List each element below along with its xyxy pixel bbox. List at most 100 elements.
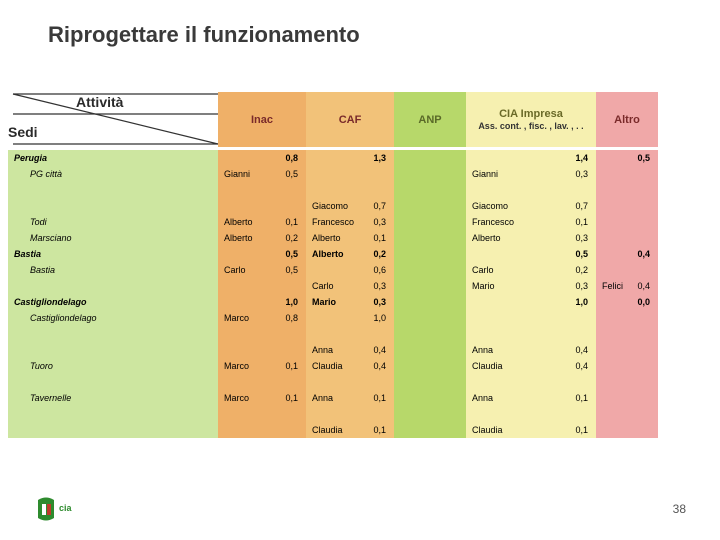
cell-value: 0,5 (278, 246, 306, 262)
cell-value (438, 406, 466, 422)
cell-altro: 0,5 (596, 150, 658, 166)
cell-value (630, 358, 658, 374)
cell-inac (218, 406, 306, 422)
cell-value: 0,1 (366, 390, 394, 406)
row-label: Castigliondelago (8, 310, 218, 326)
cell-name (466, 310, 568, 326)
cell-altro (596, 390, 658, 406)
table-row: TodiAlberto0,1Francesco0,3Francesco0,1 (8, 214, 705, 230)
cell-inac: Carlo0,5 (218, 262, 306, 278)
cell-name (596, 166, 630, 182)
cell-name (218, 198, 278, 214)
cell-value (278, 374, 306, 390)
table-row (8, 374, 705, 390)
table-row (8, 406, 705, 422)
cell-caf: Alberto0,2 (306, 246, 394, 262)
cell-value (438, 166, 466, 182)
cell-altro (596, 230, 658, 246)
cell-name (218, 326, 278, 342)
cell-name: Francesco (466, 214, 568, 230)
cell-value: 0,3 (568, 230, 596, 246)
cell-cia (466, 374, 596, 390)
cell-inac: Marco0,8 (218, 310, 306, 326)
cell-name (394, 278, 438, 294)
cell-inac: Marco0,1 (218, 390, 306, 406)
cell-name (596, 182, 630, 198)
cell-value (630, 166, 658, 182)
cell-value (568, 406, 596, 422)
cell-caf (306, 374, 394, 390)
cell-inac (218, 198, 306, 214)
cell-name (596, 262, 630, 278)
cell-value: 0,4 (366, 358, 394, 374)
cell-inac: Alberto0,2 (218, 230, 306, 246)
cell-name (596, 310, 630, 326)
cell-name: Giacomo (466, 198, 568, 214)
row-label (8, 278, 218, 294)
table-row: Claudia0,1Claudia0,1 (8, 422, 705, 438)
cell-cia: Francesco0,1 (466, 214, 596, 230)
cell-anp (394, 422, 466, 438)
cell-name (394, 326, 438, 342)
cell-anp (394, 262, 466, 278)
row-label (8, 326, 218, 342)
cell-name (306, 374, 366, 390)
cell-value (438, 150, 466, 166)
cell-value: 0,4 (568, 358, 596, 374)
cell-name: Alberto (218, 230, 278, 246)
cell-name: Giacomo (306, 198, 366, 214)
cell-name (218, 278, 278, 294)
cell-altro (596, 406, 658, 422)
cell-name (394, 230, 438, 246)
cell-value (366, 326, 394, 342)
cell-value: 1,3 (366, 150, 394, 166)
cell-caf: Giacomo0,7 (306, 198, 394, 214)
cell-value (438, 310, 466, 326)
cell-caf: Francesco0,3 (306, 214, 394, 230)
cell-anp (394, 230, 466, 246)
cell-name (596, 342, 630, 358)
cell-value: 0,1 (278, 358, 306, 374)
row-label (8, 182, 218, 198)
cell-anp (394, 358, 466, 374)
cell-cia: 1,4 (466, 150, 596, 166)
table-row: Anna0,4Anna0,4 (8, 342, 705, 358)
cell-altro (596, 214, 658, 230)
cell-value (630, 422, 658, 438)
cell-caf: Anna0,1 (306, 390, 394, 406)
cell-inac: Marco0,1 (218, 358, 306, 374)
cell-value (278, 182, 306, 198)
cell-value (630, 230, 658, 246)
cell-name: Anna (466, 390, 568, 406)
cell-name: Alberto (218, 214, 278, 230)
cell-value (568, 182, 596, 198)
cell-anp (394, 182, 466, 198)
cell-anp (394, 150, 466, 166)
cell-name (394, 422, 438, 438)
cell-name: Marco (218, 310, 278, 326)
cell-value (438, 374, 466, 390)
col-header-cia: CIA Impresa Ass. cont. , fisc. , lav. , … (466, 92, 596, 147)
cell-value (278, 198, 306, 214)
cell-name (596, 374, 630, 390)
row-label: PG città (8, 166, 218, 182)
cell-value (278, 422, 306, 438)
cell-name: Claudia (466, 422, 568, 438)
cell-value: 0,5 (630, 150, 658, 166)
cell-name: Felici (596, 278, 630, 294)
cell-altro (596, 198, 658, 214)
cell-name (218, 406, 278, 422)
cell-value: 0,3 (366, 278, 394, 294)
cell-name (218, 246, 278, 262)
cell-value (630, 310, 658, 326)
cell-caf: Carlo0,3 (306, 278, 394, 294)
cell-value: 1,0 (568, 294, 596, 310)
cell-inac (218, 326, 306, 342)
cell-altro (596, 262, 658, 278)
cell-value (630, 374, 658, 390)
cell-name (218, 374, 278, 390)
cell-caf: 0,6 (306, 262, 394, 278)
cell-value (438, 262, 466, 278)
cell-altro (596, 374, 658, 390)
cell-cia: Alberto0,3 (466, 230, 596, 246)
